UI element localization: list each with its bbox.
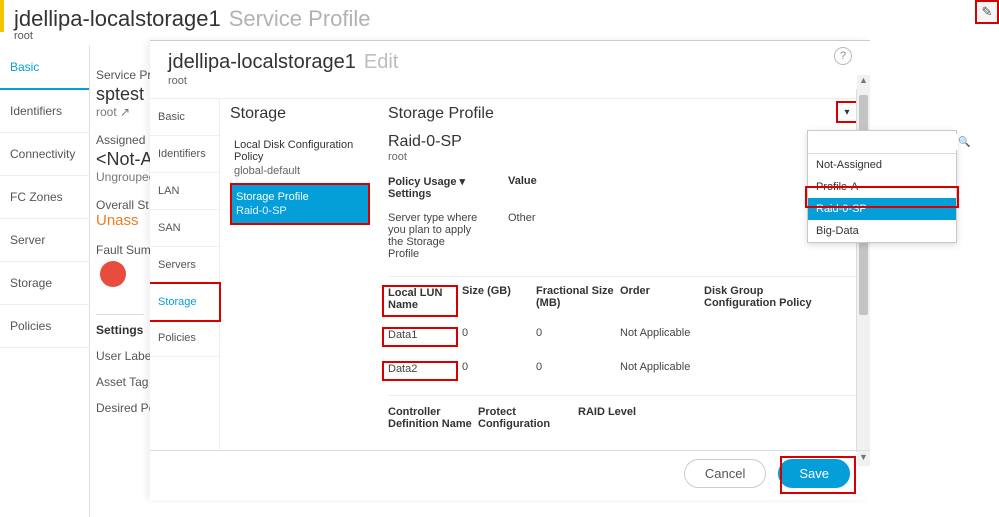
inner-nav-storage[interactable]: Storage <box>150 284 219 320</box>
lun-dg <box>704 327 814 347</box>
page-title: jdellipa-localstorage1 <box>14 6 221 32</box>
inner-nav-basic[interactable]: Basic <box>150 99 219 136</box>
assigned-label: Assigned <box>96 133 144 147</box>
settings-title: Settings <box>96 314 144 337</box>
profile-panel: Storage Profile ▾ Raid-0-SP root Policy … <box>370 98 870 450</box>
lun-col-name: Local LUN Name <box>388 287 452 311</box>
lun-size: 0 <box>462 361 532 381</box>
overall-label: Overall St <box>96 198 144 212</box>
lun-name: Data1 <box>388 329 417 341</box>
storage-profile-label: Storage Profile <box>236 191 309 203</box>
lun-col-order: Order <box>620 285 700 317</box>
settings-desired-power: Desired Po <box>96 401 144 415</box>
page-subtitle: Service Profile <box>229 6 371 32</box>
modal-header: jdellipa-localstorage1 Edit root ? <box>150 41 870 78</box>
lun-name: Data2 <box>388 363 417 375</box>
edit-button[interactable]: ✎ <box>975 0 999 24</box>
inner-nav-servers[interactable]: Servers <box>150 247 219 284</box>
lun-frac: 0 <box>536 327 616 347</box>
modal-footer: Cancel Save <box>150 450 870 500</box>
assigned-value: <Not-A <box>96 149 144 170</box>
overall-value: Unass <box>96 212 144 229</box>
chevron-down-icon: ▾ <box>844 107 849 118</box>
dropdown-opt-not-assigned[interactable]: Not-Assigned <box>808 154 956 176</box>
cancel-button[interactable]: Cancel <box>684 459 766 488</box>
ctrl-col-raid: RAID Level <box>578 406 678 430</box>
sp-root[interactable]: root ↗ <box>96 105 144 119</box>
storage-profile-row[interactable]: Storage Profile Raid-0-SP <box>230 183 370 225</box>
ctrl-col-name: Controller Definition Name <box>388 406 478 430</box>
sp-name: sptest <box>96 84 144 105</box>
lun-order: Not Applicable <box>620 327 700 347</box>
pencil-icon: ✎ <box>982 4 993 20</box>
leftnav-storage[interactable]: Storage <box>0 262 89 305</box>
inner-nav-policies[interactable]: Policies <box>150 320 219 357</box>
modal-title: jdellipa-localstorage1 <box>168 51 356 74</box>
policy-usage-value-header: Value <box>508 175 598 200</box>
page-header: jdellipa-localstorage1 Service Profile <box>0 0 999 32</box>
lun-dg <box>704 361 814 381</box>
controller-table: Controller Definition Name Protect Confi… <box>388 395 860 430</box>
lun-row[interactable]: Data1 0 0 Not Applicable <box>388 327 860 347</box>
dropdown-opt-big-data[interactable]: Big-Data <box>808 220 956 242</box>
storage-profile-value: Raid-0-SP <box>236 205 364 217</box>
profile-dropdown-toggle[interactable]: ▾ <box>836 101 858 123</box>
inner-nav-identifiers[interactable]: Identifiers <box>150 136 219 173</box>
settings-asset-tag: Asset Tag <box>96 375 144 389</box>
edit-modal: jdellipa-localstorage1 Edit root ? Basic… <box>150 40 870 500</box>
settings-user-label: User Labe <box>96 349 144 363</box>
lun-row[interactable]: Data2 0 0 Not Applicable <box>388 361 860 381</box>
lun-table: Local LUN Name Size (GB) Fractional Size… <box>388 276 860 381</box>
lun-col-dg: Disk Group Configuration Policy <box>704 285 814 317</box>
storage-local-disk[interactable]: Local Disk Configuration Policy global-d… <box>230 133 370 183</box>
leftnav-server[interactable]: Server <box>0 219 89 262</box>
ctrl-col-protect: Protect Configuration <box>478 406 578 430</box>
search-icon[interactable]: 🔍 <box>958 137 970 148</box>
lun-col-size: Size (GB) <box>462 285 532 317</box>
leftnav-connectivity[interactable]: Connectivity <box>0 133 89 176</box>
profile-dropdown[interactable]: 🔍 Not-Assigned Profile-A Raid-0-SP Big-D… <box>807 130 957 243</box>
lun-col-frac: Fractional Size (MB) <box>536 285 616 317</box>
inner-nav-san[interactable]: SAN <box>150 210 219 247</box>
leftnav-fc-zones[interactable]: FC Zones <box>0 176 89 219</box>
summary-panel: Service Pr sptest root ↗ Assigned <Not-A… <box>90 46 150 517</box>
modal-mode: Edit <box>364 51 398 74</box>
lun-order: Not Applicable <box>620 361 700 381</box>
help-icon[interactable]: ? <box>834 47 852 65</box>
local-disk-value: global-default <box>234 165 366 177</box>
profile-name: Raid-0-SP <box>388 133 860 151</box>
profile-root: root <box>388 151 860 163</box>
lun-frac: 0 <box>536 361 616 381</box>
fault-label: Fault Sum <box>96 243 144 257</box>
highlight-box: Storage <box>150 282 221 322</box>
profile-heading: Storage Profile <box>388 105 860 123</box>
storage-heading: Storage <box>230 105 370 123</box>
leftnav-policies[interactable]: Policies <box>0 305 89 348</box>
sp-label: Service Pr <box>96 68 144 82</box>
left-nav: Basic Identifiers Connectivity FC Zones … <box>0 46 90 517</box>
save-button[interactable]: Save <box>778 459 850 488</box>
dropdown-search: 🔍 <box>808 131 956 154</box>
fault-indicator-icon <box>100 261 126 287</box>
server-type-value: Other <box>508 212 536 260</box>
scroll-up-icon[interactable]: ▲ <box>857 75 870 89</box>
modal-inner-nav: Basic Identifiers LAN SAN Servers Storag… <box>150 98 220 450</box>
server-type-label: Server type where you plan to apply the … <box>388 212 478 260</box>
lun-size: 0 <box>462 327 532 347</box>
assigned-sub: Ungrouped <box>96 170 144 184</box>
storage-list: Storage Local Disk Configuration Policy … <box>220 98 370 450</box>
inner-nav-lan[interactable]: LAN <box>150 173 219 210</box>
policy-usage-settings-header: Policy Usage ▾ Settings <box>388 175 478 200</box>
dropdown-search-input[interactable] <box>812 134 958 150</box>
local-disk-label: Local Disk Configuration Policy <box>234 139 353 163</box>
leftnav-basic[interactable]: Basic <box>0 46 89 90</box>
dropdown-opt-raid-0-sp[interactable]: Raid-0-SP <box>808 198 956 220</box>
leftnav-identifiers[interactable]: Identifiers <box>0 90 89 133</box>
dropdown-opt-profile-a[interactable]: Profile-A <box>808 176 956 198</box>
modal-root: root <box>168 75 187 87</box>
